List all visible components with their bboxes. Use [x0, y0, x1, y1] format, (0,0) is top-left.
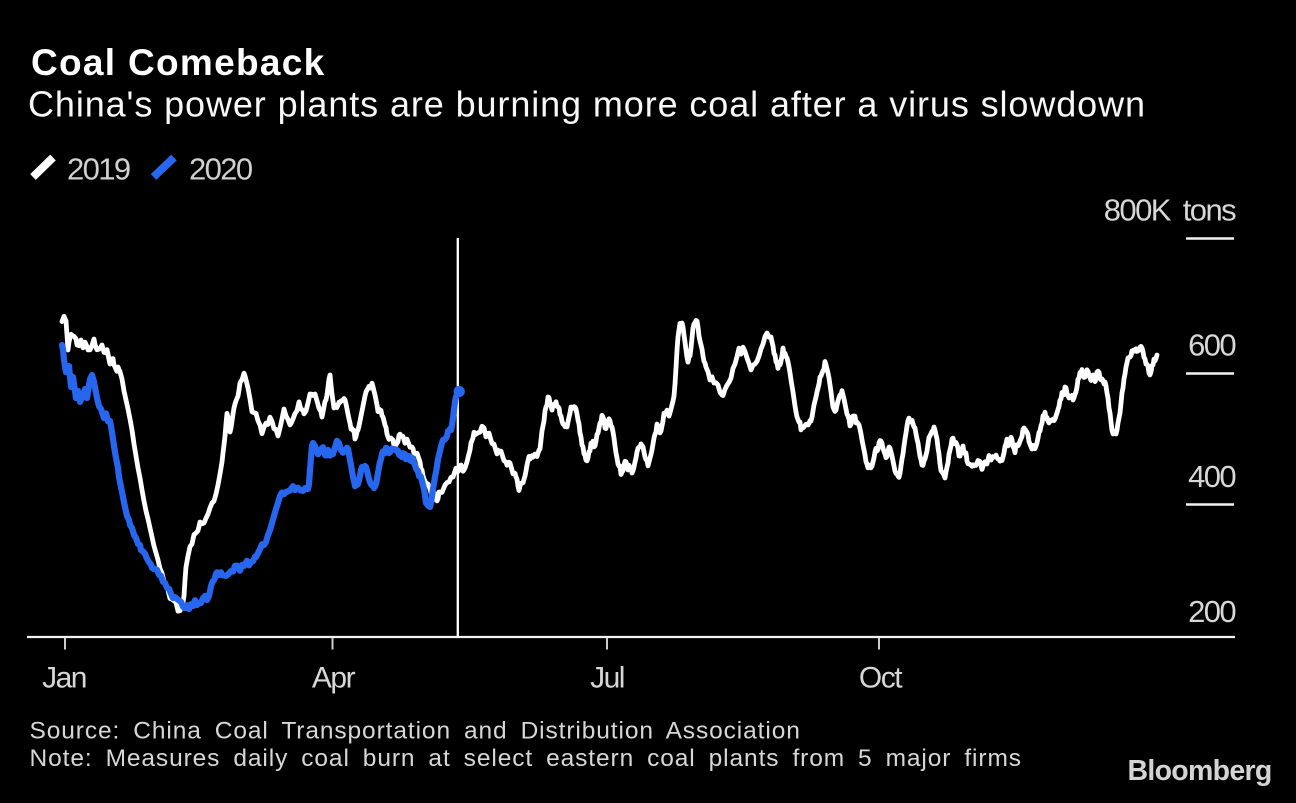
- svg-text:Note: Measures daily coal burn: Note: Measures daily coal burn at select…: [30, 745, 1022, 772]
- svg-text:Jul: Jul: [590, 662, 624, 695]
- svg-text:Jan: Jan: [42, 662, 86, 695]
- svg-text:600: 600: [1188, 328, 1236, 363]
- svg-text:Oct: Oct: [859, 662, 903, 695]
- svg-text:Apr: Apr: [312, 662, 356, 695]
- svg-text:Source: China Coal Transportat: Source: China Coal Transportation and Di…: [30, 717, 801, 744]
- svg-text:2019: 2019: [67, 152, 130, 187]
- svg-text:China's power plants are burni: China's power plants are burning more co…: [28, 84, 1146, 125]
- svg-text:200: 200: [1188, 594, 1236, 629]
- svg-text:Bloomberg: Bloomberg: [1128, 755, 1272, 787]
- svg-text:400: 400: [1188, 459, 1236, 494]
- svg-text:Coal Comeback: Coal Comeback: [31, 42, 326, 83]
- svg-text:2020: 2020: [189, 152, 253, 187]
